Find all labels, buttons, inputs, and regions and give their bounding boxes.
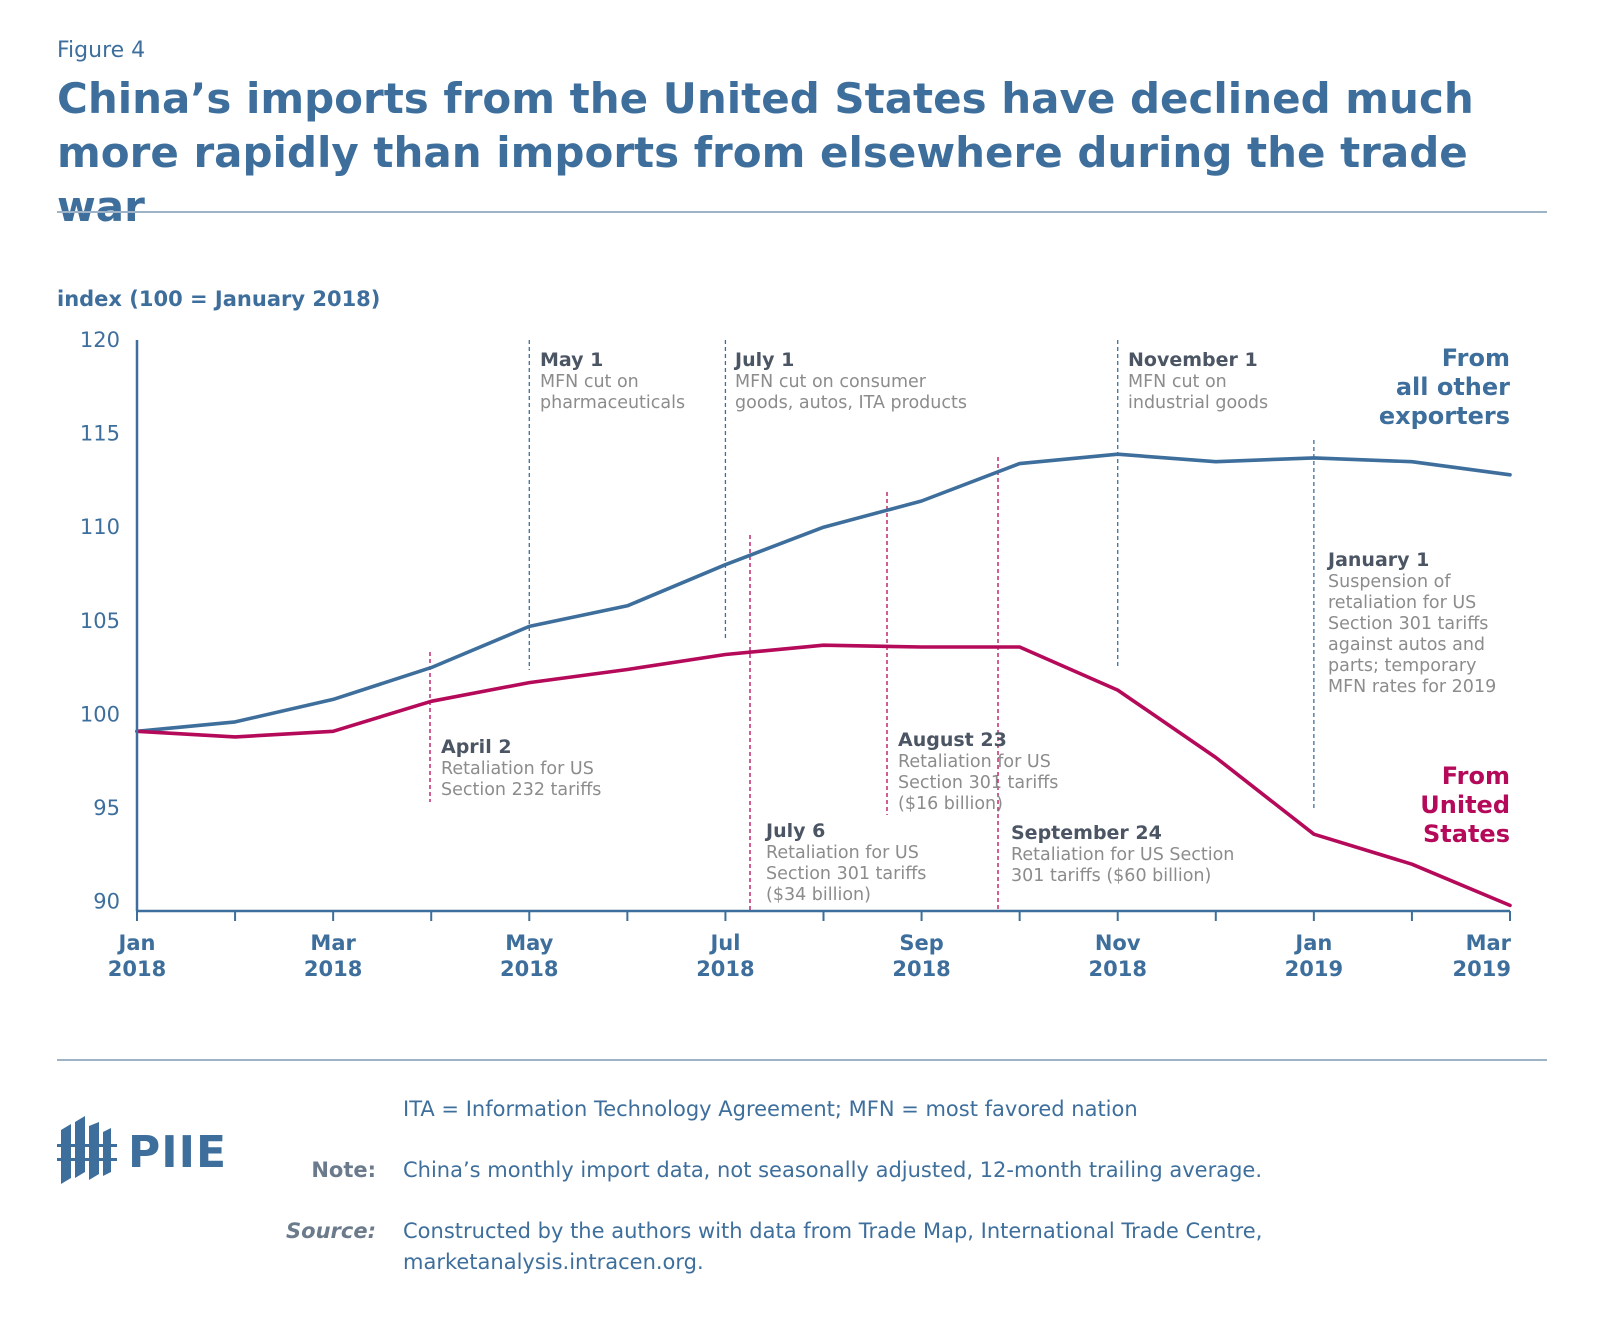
annotation-text-5: Retaliation for US [441,759,594,779]
series-label-1: all other [1396,373,1510,401]
y-tick-label: 115 [80,422,120,446]
figure-label: Figure 4 [57,38,146,63]
annotation-text-4: retaliation for US [1328,593,1476,613]
x-tick-label: Mar 2019 [1453,931,1512,981]
annotation-date-5: April 2 [441,736,512,758]
annotation-text-6: Retaliation for US [766,843,919,863]
series-label-2: From [1442,762,1510,790]
source-text-line2: marketanalysis.intracen.org. [403,1250,704,1274]
axes: 90 95 100 105 110 115 120 Jan 2018 Mar 2018 May 2018… [80,328,1512,981]
annotation-text-2: MFN cut on consumer [735,372,927,392]
series-label-1: exporters [1379,402,1510,430]
annotation-lines [429,340,1315,911]
annotation-text-3: MFN cut on [1128,372,1227,392]
annotation-date-6: July 6 [764,820,825,842]
annotation-text-5: Section 232 tariffs [441,780,601,800]
x-tick-label: Nov 2018 [1088,931,1146,981]
y-tick-label: 120 [80,328,120,352]
source-text-line1: Constructed by the authors with data fro… [403,1219,1263,1243]
line-chart: 90 95 100 105 110 115 120 Jan 2018 Mar 2018 May 2018… [80,328,1512,981]
series-label-2: United [1420,791,1510,819]
note-key: Note: [311,1158,376,1182]
annotation-date-2: July 1 [733,349,794,371]
piie-logo-text: PIIE [128,1127,228,1178]
chart-title: China’s imports from the United States h… [57,74,1474,231]
x-tick-label: Jan 2018 [108,931,166,981]
y-tick-label: 100 [80,702,120,726]
footer-divider [57,1059,1547,1061]
annotation-text-1: pharmaceuticals [540,393,685,413]
abbreviations-text: ITA = Information Technology Agreement; … [403,1097,1138,1121]
annotation-text-1: MFN cut on [540,372,639,392]
title-divider [57,211,1547,213]
series-lines [135,452,1512,908]
annotation-text-4: Suspension of [1328,572,1451,592]
annotation-text-4: MFN rates for 2019 [1328,677,1496,697]
annotation-date-7: August 23 [898,729,1007,751]
annotation-date-4: January 1 [1326,549,1429,571]
series-label-1: From [1442,344,1510,372]
annotation-date-8: September 24 [1011,822,1162,844]
annotation-text-2: goods, autos, ITA products [735,393,967,413]
annotation-text-7: Section 301 tariffs [898,773,1058,793]
annotation-text-8: Retaliation for US Section [1011,845,1234,865]
annotation-text-7: Retaliation for US [898,752,1051,772]
series-line-1 [135,452,1512,734]
y-tick-label: 95 [93,796,120,820]
annotation-text-4: Section 301 tariffs [1328,614,1488,634]
annotation-date-1: May 1 [540,349,603,371]
annotation-text-4: against autos and [1328,635,1485,655]
y-axis-label: index (100 = January 2018) [57,287,381,311]
x-tick-label: May 2018 [500,931,558,981]
x-tick-label: Jul 2018 [696,931,754,981]
y-tick-label: 105 [80,609,120,633]
x-tick-label: Jan 2019 [1285,931,1343,981]
y-tick-label: 110 [80,515,120,539]
source-key: Source: [286,1219,376,1243]
annotation-text-7: ($16 billion) [898,794,1003,814]
note-text: China’s monthly import data, not seasona… [403,1158,1263,1182]
x-tick-label: Mar 2018 [304,931,362,981]
series-line-2 [135,643,1512,908]
annotation-text-6: ($34 billion) [766,885,871,905]
series-label-2: States [1423,820,1510,848]
annotation-text-6: Section 301 tariffs [766,864,926,884]
annotation-text-3: industrial goods [1128,393,1268,413]
annotation-date-3: November 1 [1128,349,1258,371]
annotation-text-4: parts; temporary [1328,656,1476,676]
x-tick-label: Sep 2018 [892,931,950,981]
piie-logo-icon [57,1116,117,1184]
y-tick-label: 90 [93,890,120,914]
annotation-text-8: 301 tariffs ($60 billion) [1011,866,1211,886]
